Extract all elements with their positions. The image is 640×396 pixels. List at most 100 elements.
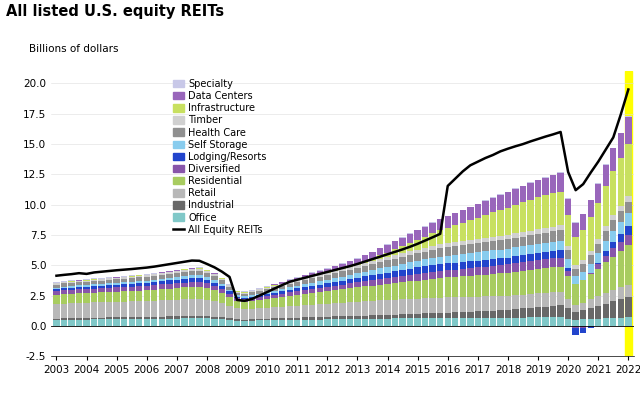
Bar	[227, 293, 233, 297]
Bar	[294, 280, 300, 282]
Bar	[377, 268, 383, 274]
Bar	[415, 249, 421, 253]
Bar	[429, 272, 436, 279]
Bar	[610, 257, 616, 290]
Bar	[189, 318, 195, 326]
Bar	[121, 279, 127, 282]
Bar	[129, 275, 135, 276]
Bar	[369, 264, 376, 270]
Bar	[151, 274, 157, 276]
Bar	[565, 276, 572, 299]
Bar	[279, 307, 285, 318]
Bar	[497, 249, 504, 258]
Bar	[159, 273, 165, 275]
Bar	[294, 288, 300, 291]
Bar	[355, 273, 361, 278]
Bar	[166, 274, 173, 278]
Bar	[467, 268, 474, 276]
Bar	[550, 317, 556, 326]
Bar	[385, 257, 391, 261]
Bar	[610, 242, 616, 248]
Bar	[264, 289, 270, 293]
Bar	[324, 280, 330, 284]
Bar	[106, 318, 113, 319]
Bar	[91, 289, 97, 293]
Bar	[61, 318, 67, 320]
Bar	[287, 284, 293, 287]
Bar	[550, 193, 556, 227]
Bar	[339, 285, 346, 289]
Bar	[535, 234, 541, 244]
Bar	[392, 259, 398, 266]
Bar	[113, 318, 120, 319]
Bar	[460, 210, 466, 223]
Bar	[452, 318, 458, 326]
Bar	[527, 254, 534, 261]
Bar	[287, 280, 293, 282]
Bar	[204, 271, 210, 272]
Bar	[467, 312, 474, 318]
All Equity REITs	[52, 273, 60, 278]
Bar	[196, 282, 203, 287]
Bar	[415, 281, 421, 299]
Bar	[181, 318, 188, 326]
Bar	[603, 226, 609, 231]
Bar	[399, 264, 406, 270]
Bar	[603, 165, 609, 186]
Bar	[347, 302, 353, 316]
Bar	[173, 300, 180, 316]
Bar	[497, 310, 504, 318]
Bar	[512, 238, 518, 248]
Bar	[610, 171, 616, 215]
Bar	[166, 319, 173, 326]
Bar	[475, 275, 481, 297]
Bar	[369, 315, 376, 319]
Bar	[392, 241, 398, 242]
Bar	[61, 287, 67, 288]
Bar	[173, 280, 180, 283]
Bar	[588, 273, 594, 274]
Bar	[542, 293, 548, 307]
Bar	[347, 284, 353, 288]
Bar	[362, 272, 368, 276]
Bar	[580, 280, 586, 303]
Bar	[129, 301, 135, 317]
Bar	[257, 320, 263, 326]
Bar	[271, 293, 278, 295]
Bar	[347, 267, 353, 270]
Bar	[385, 300, 391, 315]
Bar	[595, 296, 602, 306]
Bar	[317, 304, 323, 317]
Bar	[271, 287, 278, 291]
Bar	[143, 319, 150, 326]
Bar	[490, 274, 496, 296]
Bar	[377, 301, 383, 315]
Bar	[407, 255, 413, 263]
Bar	[482, 242, 488, 251]
Bar	[121, 317, 127, 319]
Bar	[68, 290, 75, 294]
Bar	[181, 299, 188, 316]
Bar	[332, 278, 338, 282]
Bar	[173, 316, 180, 318]
Bar	[355, 264, 361, 265]
Bar	[542, 233, 548, 243]
Bar	[399, 276, 406, 282]
Bar	[497, 236, 504, 240]
Bar	[377, 259, 383, 262]
Bar	[76, 287, 82, 289]
Bar	[512, 257, 518, 263]
Bar	[572, 305, 579, 312]
Bar	[580, 320, 586, 326]
Bar	[83, 293, 90, 303]
Bar	[332, 286, 338, 290]
Bar	[542, 268, 548, 293]
Bar	[189, 287, 195, 299]
Bar	[527, 318, 534, 326]
Bar	[143, 317, 150, 319]
Bar	[271, 320, 278, 326]
Bar	[535, 180, 541, 197]
Bar	[460, 262, 466, 269]
Bar	[385, 245, 391, 253]
Bar	[76, 320, 82, 326]
